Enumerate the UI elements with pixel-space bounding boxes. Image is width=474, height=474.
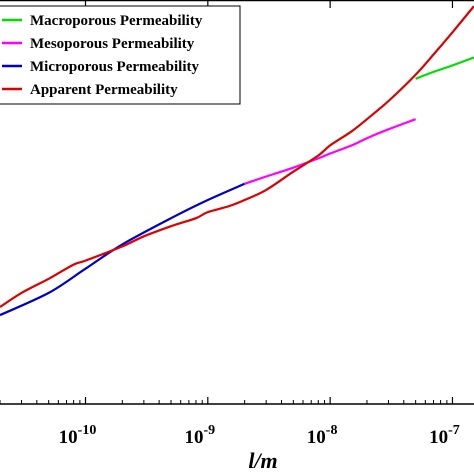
x-tick-label: 10-9 <box>184 423 215 448</box>
legend: Macroporous Permeability Mesoporous Perme… <box>0 5 241 105</box>
legend-label: Mesoporous Permeability <box>30 36 195 52</box>
series-line-mesoporous <box>244 118 416 185</box>
series-line-apparent <box>0 5 474 308</box>
x-tick-label: 10-10 <box>59 423 97 448</box>
x-axis-label: l/m <box>248 448 277 473</box>
series-line-microporous <box>0 182 246 317</box>
x-tick-label: 10-7 <box>429 423 460 448</box>
legend-label: Apparent Permeability <box>30 82 178 98</box>
legend-box <box>0 5 241 105</box>
plot-frame <box>0 0 474 405</box>
x-ticks: 10-10 10-9 10-8 10-7 <box>0 1 460 448</box>
series-line-macroporous <box>415 56 474 80</box>
legend-label: Macroporous Permeability <box>30 13 203 29</box>
x-tick-label: 10-8 <box>307 423 338 448</box>
series-lines <box>0 5 474 317</box>
legend-label: Microporous Permeability <box>30 59 199 75</box>
